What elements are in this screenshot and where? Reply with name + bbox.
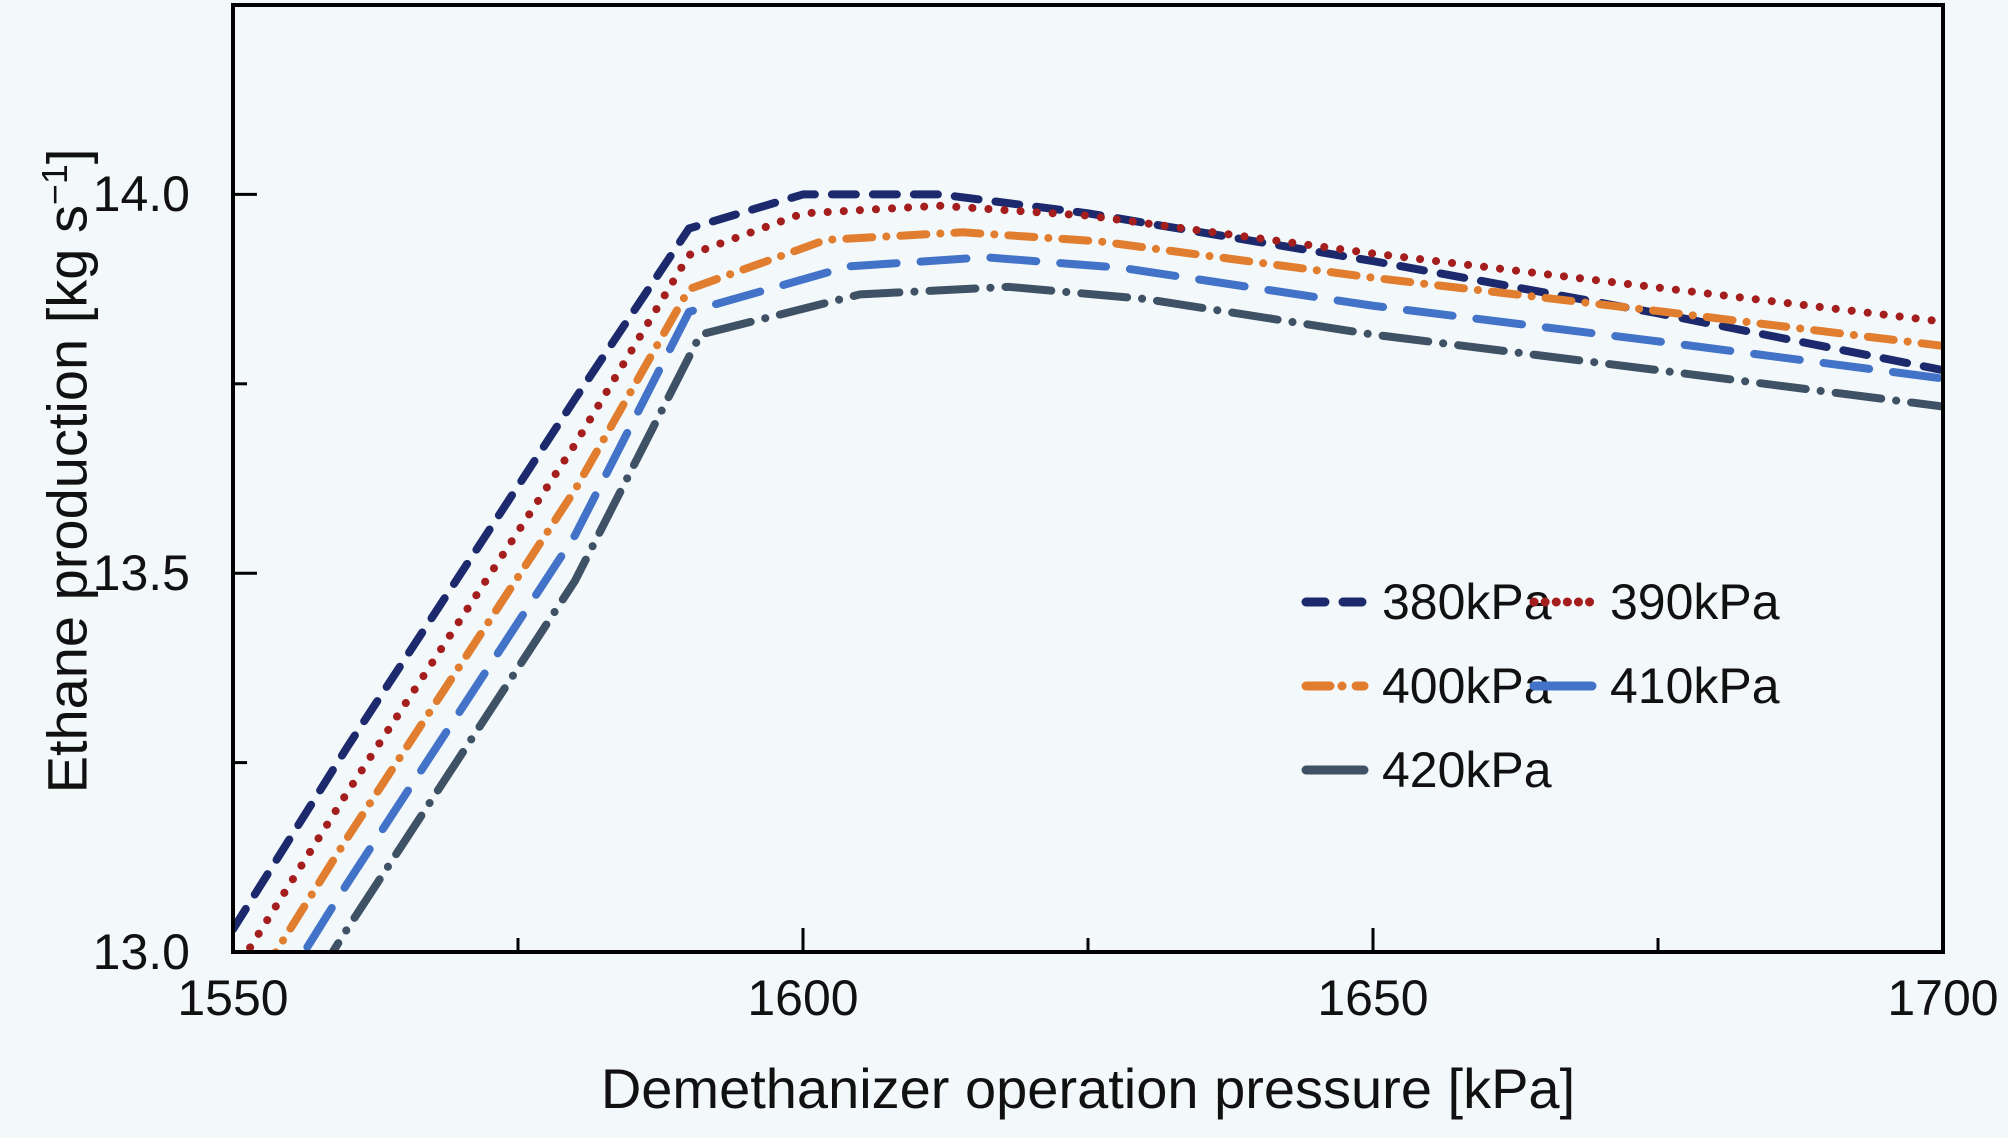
series-line-400kPa [271, 228, 1943, 952]
legend-item: 380kPa [1300, 560, 1552, 644]
legend-line-sample [1301, 597, 1369, 607]
legend-line-sample [1529, 681, 1597, 691]
legend: 380kPa 390kPa 400kPa 410kPa 420kPa [1300, 560, 1788, 812]
y-tick-label: 13.0 [92, 924, 190, 980]
legend-line-sample [1301, 681, 1369, 691]
y-axis-title-main: Ethane production [kg s [35, 205, 99, 794]
y-axis-title-superscript: −1 [35, 164, 75, 206]
series-line-390kPa [242, 201, 1943, 952]
y-tick-label: 13.5 [92, 545, 190, 602]
legend-item: 400kPa [1300, 644, 1552, 728]
legend-label: 400kPa [1382, 658, 1552, 714]
x-tick-label: 1700 [1887, 970, 1999, 1026]
y-axis-title: Ethane production [kg s−1] [20, 1, 99, 941]
legend-label: 410kPa [1610, 658, 1780, 714]
x-tick-label: 1650 [1317, 970, 1429, 1026]
legend-line-sample [1301, 765, 1369, 775]
x-axis-title: Demethanizer operation pressure [kPa] [600, 1057, 1576, 1120]
legend-label: 380kPa [1382, 574, 1552, 630]
x-tick-label: 1550 [177, 970, 289, 1026]
y-axis-title-end: ] [35, 148, 99, 165]
legend-item: 410kPa [1528, 644, 1788, 728]
y-tick-label: 14.0 [92, 166, 190, 223]
legend-item: 390kPa [1528, 560, 1788, 644]
series-line-420kPa [328, 282, 1943, 952]
series-line-380kPa [233, 190, 1943, 934]
legend-label: 420kPa [1382, 742, 1552, 798]
legend-line-sample [1529, 597, 1597, 607]
legend-item: 420kPa [1300, 728, 1552, 812]
legend-label: 390kPa [1610, 574, 1780, 630]
x-tick-label: 1600 [747, 970, 859, 1026]
series-line-410kPa [299, 253, 1943, 952]
